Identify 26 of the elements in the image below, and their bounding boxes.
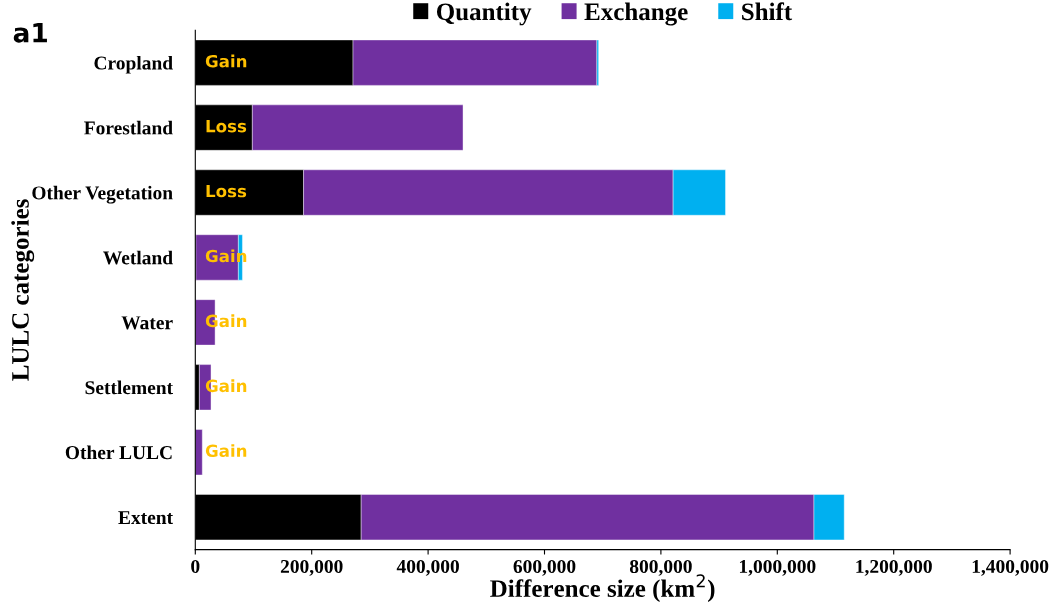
annotation: Gain (205, 54, 247, 68)
x-tick-label: 1,200,000 (856, 559, 932, 576)
x-tick-label: 600,000 (513, 559, 576, 576)
legend-label: Shift (742, 2, 793, 21)
bar (195, 429, 203, 476)
annotation: Loss (206, 120, 247, 133)
x-tick-label: 800,000 (629, 559, 692, 576)
y-tick-label: Forestland (84, 120, 173, 135)
x-tick-label: 1,000,000 (739, 559, 816, 576)
text: a1 (13, 23, 47, 43)
y-tick-label: Other Vegetation (32, 185, 173, 204)
y-tick-label: Extent (118, 511, 173, 525)
legend-label: Quantity (436, 2, 532, 26)
legend-label: Exchange (584, 2, 688, 26)
x-tick-label: 200,000 (280, 559, 343, 576)
annotation: Loss (206, 184, 247, 198)
y-tick-label: Cropland (94, 55, 173, 74)
y-tick-label: Settlement (85, 380, 173, 395)
y-tick-label: Wetland (103, 250, 173, 265)
x-tick-label: 400,000 (396, 559, 459, 576)
y-axis-title: LULC categories (11, 199, 35, 381)
y-tick-label: Water (121, 316, 173, 330)
y-tick-label: Other LULC (65, 445, 172, 460)
x-tick-label: 0 (191, 559, 200, 574)
x-tick-label: 1,400,000 (972, 559, 1049, 576)
annotation: Gain (205, 444, 247, 458)
